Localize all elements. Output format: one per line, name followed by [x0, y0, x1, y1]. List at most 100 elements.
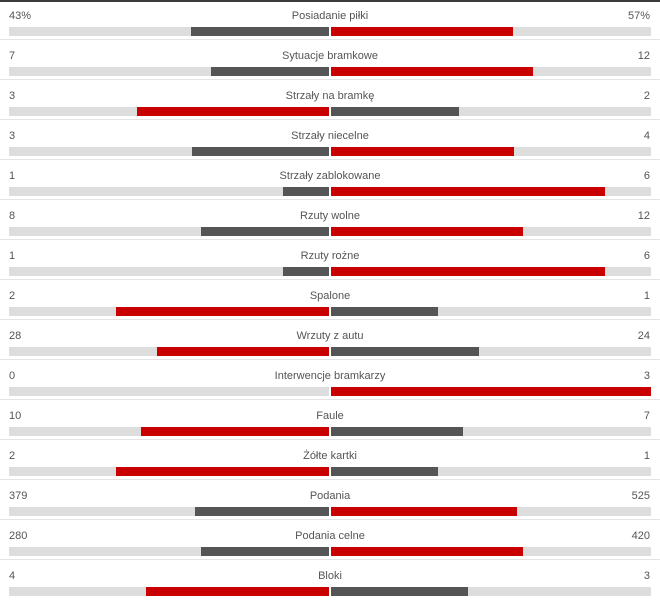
stat-row: 10 Faule 7 — [0, 400, 660, 440]
home-value: 1 — [9, 250, 16, 262]
home-value: 10 — [9, 410, 22, 422]
home-value: 0 — [9, 370, 16, 382]
away-value: 2 — [643, 90, 650, 102]
home-bar-track — [9, 427, 329, 436]
away-bar — [331, 307, 438, 316]
away-bar — [331, 387, 651, 396]
stat-row: 3 Strzały niecelne 4 — [0, 120, 660, 160]
home-bar-track — [9, 307, 329, 316]
away-value: 6 — [643, 170, 650, 182]
top-edge-line — [0, 0, 660, 2]
stat-label: Podania celne — [295, 530, 365, 542]
home-bar-track — [9, 387, 329, 396]
home-value: 1 — [9, 170, 16, 182]
home-value: 4 — [9, 570, 16, 582]
home-bar-track — [9, 187, 329, 196]
home-value: 7 — [9, 50, 16, 62]
home-bar-track — [9, 347, 329, 356]
stat-label: Faule — [316, 410, 344, 422]
away-bar — [331, 507, 517, 516]
stat-row: 3 Strzały na bramkę 2 — [0, 80, 660, 120]
away-bar-track — [331, 467, 651, 476]
stat-label: Interwencje bramkarzy — [274, 370, 386, 382]
away-bar-track — [331, 267, 651, 276]
away-bar — [331, 427, 463, 436]
stat-label: Wrzuty z autu — [296, 330, 364, 342]
away-value: 1 — [643, 290, 650, 302]
stat-label: Sytuacje bramkowe — [282, 50, 378, 62]
away-bar-track — [331, 547, 651, 556]
away-value: 420 — [631, 530, 650, 542]
away-bar — [331, 547, 523, 556]
stat-row: 8 Rzuty wolne 12 — [0, 200, 660, 240]
away-bar-track — [331, 587, 651, 596]
stat-row: 28 Wrzuty z autu 24 — [0, 320, 660, 360]
home-bar — [115, 467, 329, 476]
away-bar-track — [331, 107, 651, 116]
away-value: 525 — [631, 490, 650, 502]
home-value: 8 — [9, 210, 16, 222]
away-bar-track — [331, 507, 651, 516]
home-bar — [283, 267, 329, 276]
stat-label: Rzuty rożne — [300, 250, 360, 262]
away-bar — [331, 347, 479, 356]
stat-label: Bloki — [318, 570, 342, 582]
home-bar-track — [9, 267, 329, 276]
home-bar-track — [9, 107, 329, 116]
home-bar — [191, 27, 329, 36]
home-bar — [191, 147, 329, 156]
away-bar — [331, 467, 438, 476]
away-value: 4 — [643, 130, 650, 142]
home-bar-track — [9, 27, 329, 36]
away-value: 1 — [643, 450, 650, 462]
away-value: 12 — [637, 210, 650, 222]
home-bar — [115, 307, 329, 316]
away-bar — [331, 267, 606, 276]
stat-row: 280 Podania celne 420 — [0, 520, 660, 560]
stat-label: Posiadanie piłki — [291, 10, 369, 22]
home-bar — [201, 227, 329, 236]
stat-row: 1 Rzuty rożne 6 — [0, 240, 660, 280]
home-bar-track — [9, 507, 329, 516]
home-value: 43% — [9, 10, 32, 22]
home-bar — [211, 67, 329, 76]
home-value: 28 — [9, 330, 22, 342]
stat-row: 7 Sytuacje bramkowe 12 — [0, 40, 660, 80]
home-value: 3 — [9, 90, 16, 102]
stat-label: Żółte kartki — [303, 450, 357, 462]
home-bar-track — [9, 587, 329, 596]
home-bar-track — [9, 547, 329, 556]
home-bar — [201, 547, 329, 556]
home-bar-track — [9, 147, 329, 156]
home-value: 3 — [9, 130, 16, 142]
stat-row: 0 Interwencje bramkarzy 3 — [0, 360, 660, 400]
away-bar-track — [331, 227, 651, 236]
away-value: 3 — [643, 370, 650, 382]
away-bar — [331, 587, 469, 596]
away-bar-track — [331, 147, 651, 156]
stat-row: 379 Podania 525 — [0, 480, 660, 520]
home-bar-track — [9, 467, 329, 476]
stat-label: Strzały zablokowane — [279, 170, 381, 182]
stat-label: Rzuty wolne — [300, 210, 360, 222]
home-bar — [140, 427, 329, 436]
stat-row: 2 Spalone 1 — [0, 280, 660, 320]
away-bar — [331, 187, 606, 196]
home-value: 2 — [9, 450, 16, 462]
away-value: 3 — [643, 570, 650, 582]
stat-label: Podania — [309, 490, 351, 502]
stat-label: Strzały na bramkę — [285, 90, 375, 102]
home-bar — [146, 587, 329, 596]
away-bar-track — [331, 67, 651, 76]
away-value: 6 — [643, 250, 650, 262]
away-bar — [331, 227, 523, 236]
away-value: 7 — [643, 410, 650, 422]
home-bar-track — [9, 227, 329, 236]
away-bar-track — [331, 427, 651, 436]
stat-row: 43% Posiadanie piłki 57% — [0, 0, 660, 40]
stat-label: Spalone — [309, 290, 351, 302]
home-value: 280 — [9, 530, 28, 542]
away-bar-track — [331, 27, 651, 36]
away-bar — [331, 27, 514, 36]
